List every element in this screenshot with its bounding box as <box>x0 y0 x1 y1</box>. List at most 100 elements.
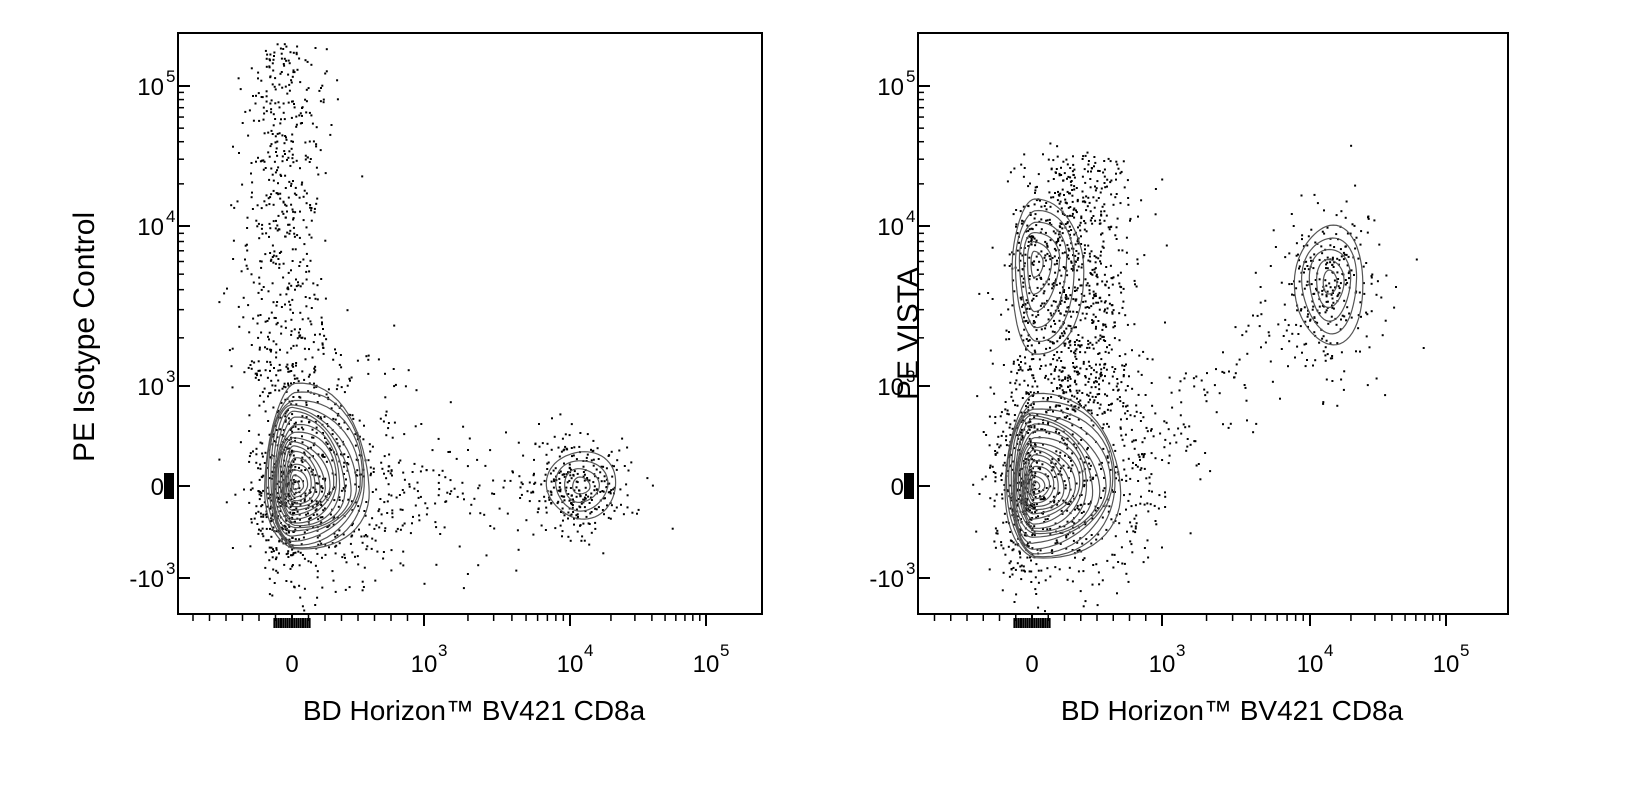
outlier-dot <box>1012 362 1015 365</box>
outlier-dot <box>284 528 287 531</box>
outlier-dot <box>1126 385 1129 387</box>
outlier-dot <box>261 159 263 162</box>
outlier-dot <box>993 499 996 502</box>
outlier-dot <box>356 359 359 362</box>
outlier-dot <box>1039 231 1042 234</box>
outlier-dot <box>307 504 310 507</box>
outlier-dot <box>438 488 441 491</box>
outlier-dot <box>585 493 587 496</box>
outlier-dot <box>646 477 649 480</box>
outlier-dot <box>463 498 465 501</box>
outlier-dot <box>446 491 449 494</box>
outlier-dot <box>334 552 337 555</box>
outlier-dot <box>288 422 290 425</box>
outlier-dot <box>1105 368 1108 371</box>
outlier-dot <box>1042 336 1045 339</box>
outlier-dot <box>1058 525 1061 528</box>
outlier-dot <box>671 527 674 530</box>
outlier-dot <box>1058 378 1061 381</box>
outlier-dot <box>325 48 328 51</box>
outlier-dot <box>386 500 389 503</box>
outlier-dot <box>461 492 464 495</box>
outlier-dot <box>1095 273 1098 276</box>
outlier-dot <box>1132 530 1135 533</box>
outlier-dot <box>258 348 261 351</box>
outlier-dot <box>1019 529 1022 531</box>
outlier-dot <box>300 183 303 186</box>
outlier-dot <box>570 501 573 504</box>
outlier-dot <box>273 582 276 584</box>
outlier-dot <box>391 436 394 439</box>
outlier-dot <box>265 110 268 113</box>
outlier-dot <box>1121 478 1123 481</box>
outlier-dot <box>1066 337 1069 340</box>
outlier-dot <box>1065 202 1068 205</box>
outlier-dot <box>1050 396 1053 399</box>
outlier-dot <box>1094 336 1097 339</box>
outlier-dot <box>278 228 281 231</box>
outlier-dot <box>1098 407 1101 410</box>
outlier-dot <box>314 333 316 336</box>
outlier-dot <box>367 358 370 361</box>
outlier-dot <box>332 358 335 361</box>
outlier-dot <box>1304 365 1307 368</box>
outlier-dot <box>268 331 271 334</box>
outlier-dot <box>1246 419 1248 422</box>
outlier-dot <box>1047 421 1050 424</box>
outlier-dot <box>437 494 440 497</box>
outlier-dot <box>998 627 1000 629</box>
outlier-dot <box>1026 301 1029 304</box>
outlier-dot <box>1315 289 1318 292</box>
outlier-dot <box>1073 409 1076 412</box>
outlier-dot <box>1103 363 1106 366</box>
outlier-dot <box>284 135 287 137</box>
outlier-dot <box>597 506 600 509</box>
outlier-dot <box>1008 426 1011 429</box>
outlier-dot <box>310 499 313 502</box>
outlier-dot <box>600 480 603 483</box>
outlier-dot <box>1014 568 1017 571</box>
outlier-dot <box>1028 570 1031 573</box>
outlier-dot <box>1272 229 1275 232</box>
outlier-dot <box>1307 235 1310 238</box>
outlier-dot <box>1027 443 1030 446</box>
outlier-dot <box>1182 423 1185 426</box>
outlier-dot <box>1145 426 1148 429</box>
outlier-dot <box>1100 187 1103 190</box>
outlier-dot <box>573 489 576 492</box>
outlier-dot <box>1023 379 1026 382</box>
outlier-dot <box>1090 386 1093 389</box>
outlier-dot <box>313 382 315 385</box>
outlier-dot <box>314 369 317 372</box>
outlier-dot <box>1091 273 1094 276</box>
outlier-dot <box>1073 188 1076 191</box>
outlier-dot <box>1087 409 1090 412</box>
outlier-dot <box>993 540 996 543</box>
outlier-dot <box>985 434 988 436</box>
outlier-dot <box>548 496 551 499</box>
outlier-dot <box>1016 358 1019 361</box>
outlier-dot <box>293 512 296 514</box>
outlier-dot <box>1346 306 1349 309</box>
outlier-dot <box>515 569 518 572</box>
outlier-dot <box>327 396 330 399</box>
outlier-dot <box>1083 406 1086 409</box>
outlier-dot <box>1053 476 1056 478</box>
outlier-dot <box>294 528 297 531</box>
outlier-dot <box>563 495 566 498</box>
outlier-dot <box>989 386 992 389</box>
outlier-dot <box>1165 421 1168 424</box>
outlier-dot <box>1094 380 1097 383</box>
outlier-dot <box>1100 467 1102 470</box>
y-tick-label: 10 <box>877 374 904 401</box>
outlier-dot <box>1016 515 1019 518</box>
outlier-dot <box>265 95 268 98</box>
outlier-dot <box>1070 260 1073 263</box>
outlier-dot <box>1376 280 1379 283</box>
outlier-dot <box>1331 258 1334 261</box>
outlier-dot <box>1027 321 1029 324</box>
outlier-dot <box>262 286 265 288</box>
outlier-dot <box>301 318 304 321</box>
outlier-dot <box>1069 384 1072 387</box>
outlier-dot <box>1102 447 1105 450</box>
